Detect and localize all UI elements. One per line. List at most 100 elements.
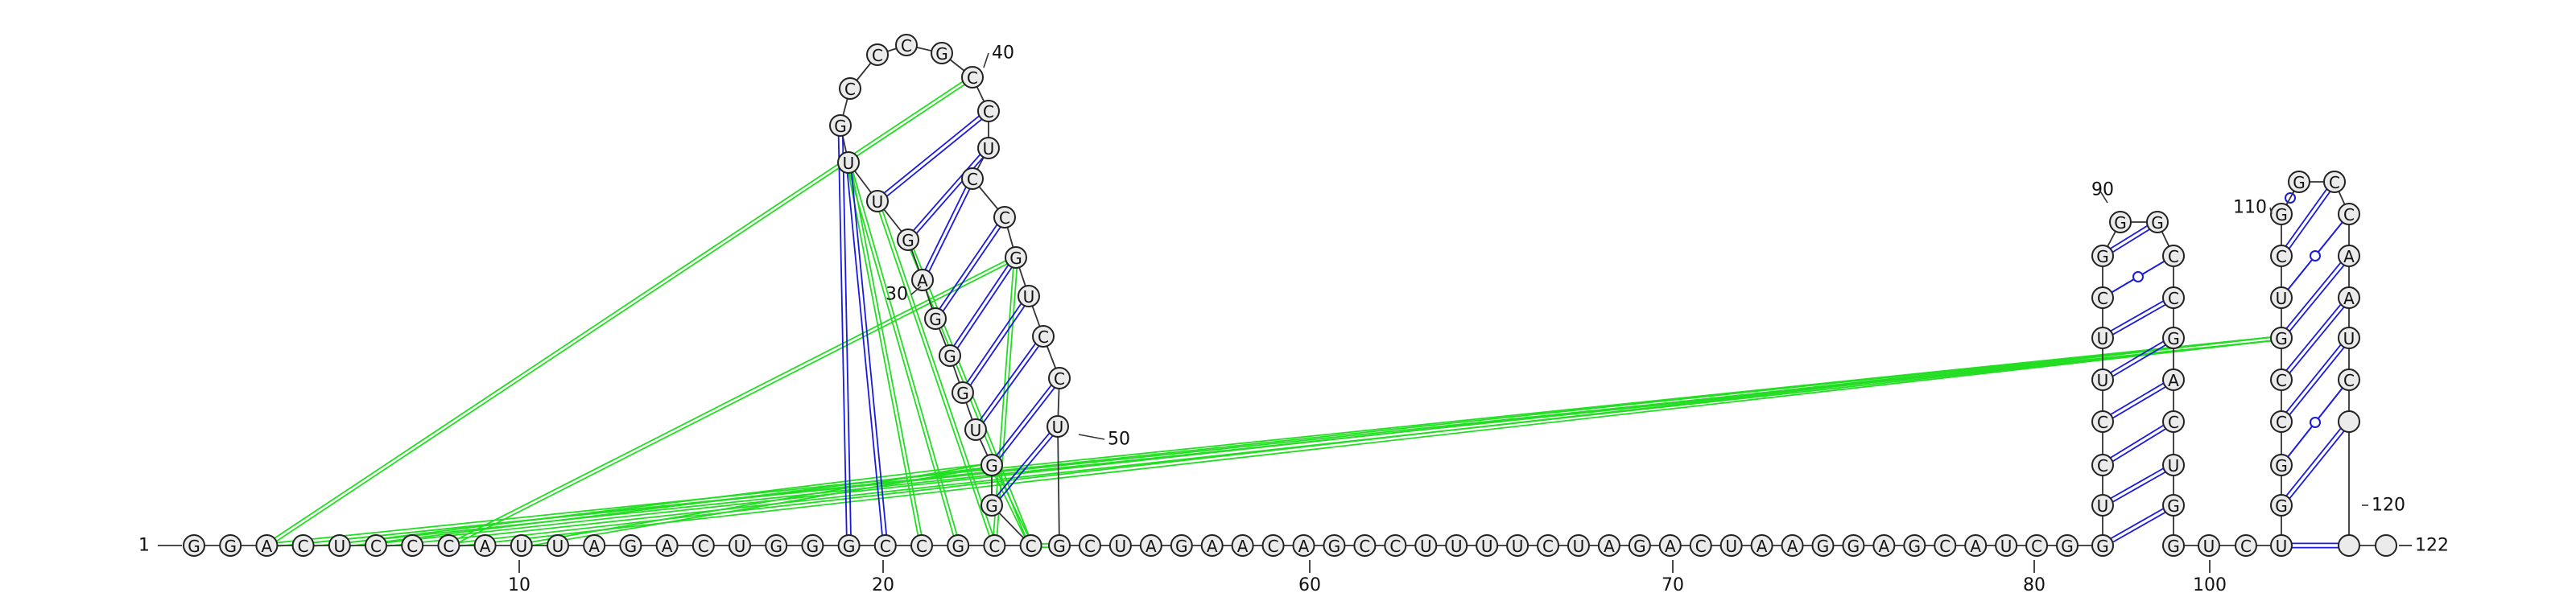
nucleotide-34: U (837, 151, 860, 174)
nucleotide-letter: C (1084, 537, 1096, 556)
nucleotide-75: G (1811, 534, 1835, 557)
nucleotide-85: U (2091, 494, 2114, 517)
nucleotide-48: C (1048, 367, 1071, 389)
nucleotide-61: C (1384, 534, 1407, 557)
nucleotide-circle (1046, 415, 1069, 438)
base-pair-line (849, 162, 889, 546)
axis-tick-label: 60 (1298, 575, 1321, 595)
base-pair-line (841, 125, 852, 546)
nucleotide-circle (1005, 246, 1027, 269)
nucleotide-circle (1261, 534, 1285, 557)
nucleotide-19: G (837, 534, 861, 557)
nucleotide-64: U (1476, 534, 1499, 557)
nucleotide-51: C (1078, 534, 1101, 557)
nucleotide-letter: C (844, 80, 856, 99)
nucleotide-letter: G (770, 537, 782, 556)
nucleotide-circle (729, 534, 751, 557)
nucleotide-letter: U (333, 537, 345, 556)
nucleotide-98: C (2162, 410, 2185, 433)
five-prime-label: 1 (138, 536, 150, 556)
nucleotide-letter: C (967, 170, 978, 189)
nucleotide-circle (1445, 534, 1468, 557)
base-pair-line (909, 149, 991, 242)
nucleotide-43: C (961, 167, 984, 190)
nucleotide-circle (2338, 286, 2360, 309)
nucleotide-119: C (2338, 368, 2360, 391)
base-pair-line (923, 179, 976, 282)
nucleotide-55: A (1200, 534, 1224, 557)
nucleotide-100: G (2162, 494, 2185, 517)
nucleotide-120 (2338, 410, 2360, 433)
tertiary-interaction-line (878, 200, 997, 546)
nucleotide-93: G (2146, 211, 2169, 233)
nucleotide-circle (2270, 327, 2293, 349)
nucleotide-letter: G (956, 384, 969, 403)
tertiary-interaction-line (448, 339, 2282, 549)
nucleotide-102: U (2198, 534, 2220, 557)
nucleotide-58: A (1292, 534, 1315, 557)
nucleotide-67: U (1567, 534, 1590, 557)
tertiary-interaction-line (375, 335, 2281, 545)
nucleotide-letter: G (2114, 213, 2127, 233)
nucleotide-25: G (980, 494, 1003, 517)
nucleotide-circle (1170, 534, 1193, 557)
backbone-segment (1057, 426, 1060, 546)
nucleotide-letter: G (1633, 537, 1646, 556)
nucleotide-letter: G (952, 537, 964, 556)
nucleotide-circle (2375, 534, 2397, 557)
nucleotide-circle (1032, 325, 1055, 348)
nucleotide-letter: G (1847, 537, 1860, 556)
position-label-120: 120 (2372, 496, 2405, 516)
nucleotide-87: C (2091, 410, 2114, 433)
nucleotide-circle (1842, 534, 1865, 557)
nucleotide-circle (1506, 534, 1530, 557)
nucleotide-letter: G (935, 44, 948, 64)
nucleotide-letter: A (1879, 537, 1890, 556)
nucleotide-94: C (2162, 245, 2185, 267)
nucleotide-letter: C (2097, 456, 2108, 476)
nucleotide-circle (895, 34, 918, 56)
nucleotide-circle (2091, 368, 2114, 391)
nucleotide-letter: U (515, 537, 527, 556)
nucleotide-circle (401, 534, 424, 557)
nucleotide-circle (2162, 454, 2185, 476)
base-pair-line (2103, 422, 2175, 467)
base-pair-line (2103, 298, 2175, 341)
nucleotide-letter: U (1725, 537, 1737, 556)
nucleotide-letter: G (834, 117, 847, 136)
nucleotide-letter: A (1665, 537, 1676, 556)
nucleotide-2: G (219, 534, 242, 557)
nucleotide-letter: G (1328, 537, 1341, 556)
nucleotide-letter: U (1481, 537, 1493, 556)
nucleotide-circle (977, 100, 1000, 122)
nucleotide-31: A (911, 269, 934, 291)
nucleotide-46: U (1018, 285, 1040, 307)
nucleotide-letter: A (1787, 537, 1798, 556)
nucleotide-116: A (2338, 245, 2360, 267)
nucleotide-circle (2270, 368, 2293, 391)
nucleotide-circle (801, 534, 824, 557)
nucleotide-letter: G (1009, 249, 1022, 268)
base-pair-line (2103, 506, 2175, 549)
nucleotide-circle (1995, 534, 2018, 557)
nucleotide-circle (1108, 534, 1132, 557)
nucleotide-letter: A (2168, 371, 2179, 390)
position-labels: 1 122 30 40 50 90 110 120 10 20 60 70 80 100 (138, 43, 2449, 596)
nucleotide-circle (2338, 327, 2360, 349)
nucleotide-circle (1872, 534, 1896, 557)
nucleotide-circle (839, 77, 861, 100)
nucleotide-letter: A (917, 271, 928, 290)
base-pair-line (2282, 182, 2337, 258)
nucleotide-letter: C (443, 537, 454, 556)
nucleotide-17: G (765, 534, 788, 557)
nucleotide-56: A (1231, 534, 1254, 557)
nucleotide-circle (2338, 368, 2360, 391)
nucleotide-circle (1537, 534, 1560, 557)
base-pair-line (933, 216, 1004, 319)
nucleotide-circle (866, 190, 889, 212)
nucleotide-32: G (897, 229, 919, 251)
base-pair-line (2103, 339, 2175, 383)
nucleotide-letter: G (2096, 537, 2109, 556)
nucleotide-circle (980, 454, 1003, 476)
nucleotide-35: G (829, 114, 852, 137)
